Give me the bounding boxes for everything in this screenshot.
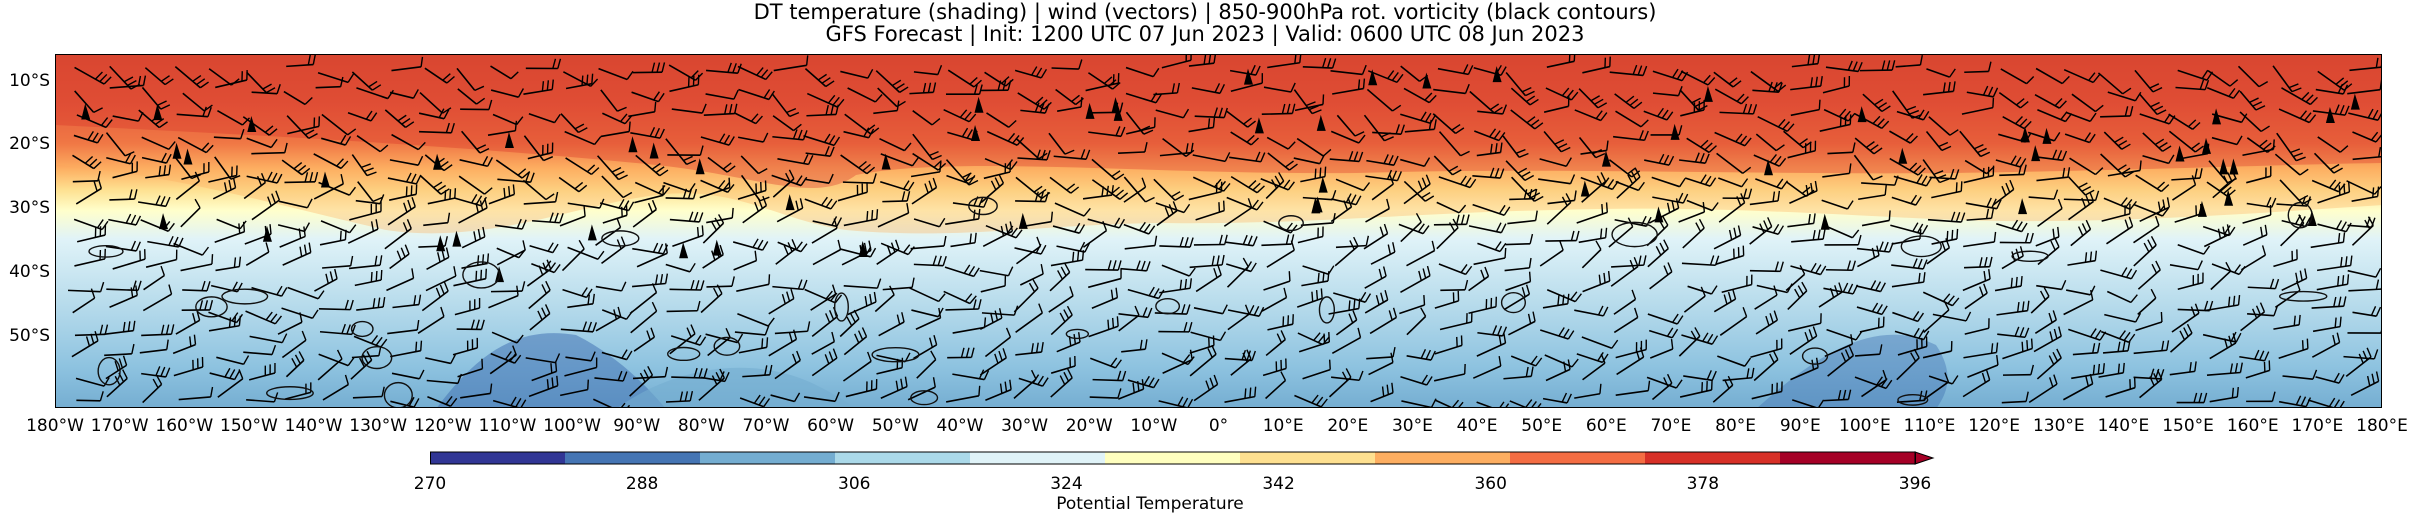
- lon-label: 10°E: [1262, 416, 1304, 436]
- lon-label: 100°E: [1839, 416, 1891, 436]
- lon-label: 40°E: [1456, 416, 1498, 436]
- lon-label: 60°E: [1585, 416, 1627, 436]
- temperature-shading: [56, 55, 2381, 407]
- title-line-1: DT temperature (shading) | wind (vectors…: [753, 0, 1657, 24]
- lon-label: 170°W: [90, 416, 149, 436]
- lon-label: 30°E: [1391, 416, 1433, 436]
- colorbar-segment: [565, 452, 701, 464]
- lon-label: 140°E: [2097, 416, 2150, 436]
- colorbar-tick-label: 396: [1898, 474, 1932, 494]
- map-panel: [55, 54, 2382, 408]
- lon-label: 140°W: [284, 416, 343, 436]
- lon-label: 50°W: [871, 416, 919, 436]
- vorticity-contours: [88, 196, 2328, 407]
- colorbar-extend-arrow: [1914, 451, 1935, 465]
- lat-label: 50°S: [9, 326, 50, 346]
- map-canvas: [56, 55, 2381, 407]
- lon-label: 90°W: [613, 416, 661, 436]
- lat-label: 20°S: [9, 134, 50, 154]
- lon-label: 130°W: [349, 416, 408, 436]
- colorbar-segment: [835, 452, 971, 464]
- wind-barbs: [67, 55, 2381, 407]
- lon-label: 170°E: [2291, 416, 2344, 436]
- colorbar-segment: [1240, 452, 1376, 464]
- lon-label: 80°E: [1715, 416, 1757, 436]
- lon-label: 180°E: [2356, 416, 2408, 436]
- lon-label: 100°W: [543, 416, 601, 436]
- lon-label: 180°W: [26, 416, 84, 436]
- cold-pool-2: [1758, 334, 1948, 407]
- title-line-2: GFS Forecast | Init: 1200 UTC 07 Jun 202…: [825, 22, 1585, 46]
- colorbar-tick-label: 360: [1474, 474, 1507, 494]
- lon-label: 70°W: [742, 416, 790, 436]
- lon-label: 60°W: [807, 416, 855, 436]
- lon-label: 150°E: [2162, 416, 2214, 436]
- colorbar-tick-label: 306: [838, 474, 871, 494]
- colorbar-tick-label: 324: [1050, 474, 1083, 494]
- colorbar: [430, 451, 1935, 465]
- colorbar-tick-label: 342: [1262, 474, 1295, 494]
- colorbar-tick-label: 378: [1686, 474, 1720, 494]
- lat-label: 30°S: [9, 198, 50, 218]
- colorbar-tick-label: 288: [625, 474, 659, 494]
- lon-label: 20°E: [1327, 416, 1369, 436]
- colorbar-segment: [1780, 452, 1916, 464]
- colorbar-segment: [1375, 452, 1511, 464]
- colorbar-segment: [430, 452, 566, 464]
- lon-label: 0°: [1208, 416, 1229, 436]
- lon-label: 110°E: [1903, 416, 1956, 436]
- lon-label: 90°E: [1779, 416, 1821, 436]
- lon-label: 150°W: [220, 416, 278, 436]
- cold-pool-3: [618, 367, 854, 407]
- lon-label: 20°W: [1065, 416, 1113, 436]
- lon-label: 120°W: [413, 416, 472, 436]
- lon-label: 50°E: [1521, 416, 1563, 436]
- colorbar-frame: [430, 451, 1916, 465]
- lat-label: 10°S: [9, 71, 50, 91]
- lon-label: 110°W: [478, 416, 537, 436]
- warm-air-region: [56, 55, 2381, 234]
- lon-label: 160°E: [2226, 416, 2279, 436]
- lat-label: 40°S: [9, 262, 50, 282]
- lon-label: 70°E: [1650, 416, 1692, 436]
- lon-label: 130°E: [2032, 416, 2085, 436]
- lon-label: 40°W: [936, 416, 984, 436]
- colorbar-segment: [1645, 452, 1781, 464]
- colorbar-label: Potential Temperature: [1056, 494, 1244, 514]
- colorbar-segment: [1105, 452, 1241, 464]
- lon-label: 160°W: [155, 416, 214, 436]
- front-markers: [81, 66, 2360, 283]
- lon-label: 30°W: [1001, 416, 1049, 436]
- colorbar-segment: [970, 452, 1106, 464]
- colorbar-segment: [700, 452, 836, 464]
- colorbar-tick-label: 270: [413, 474, 447, 494]
- colorbar-segment: [1510, 452, 1646, 464]
- lon-label: 10°W: [1130, 416, 1178, 436]
- lon-label: 80°W: [677, 416, 725, 436]
- lon-label: 120°E: [1968, 416, 2021, 436]
